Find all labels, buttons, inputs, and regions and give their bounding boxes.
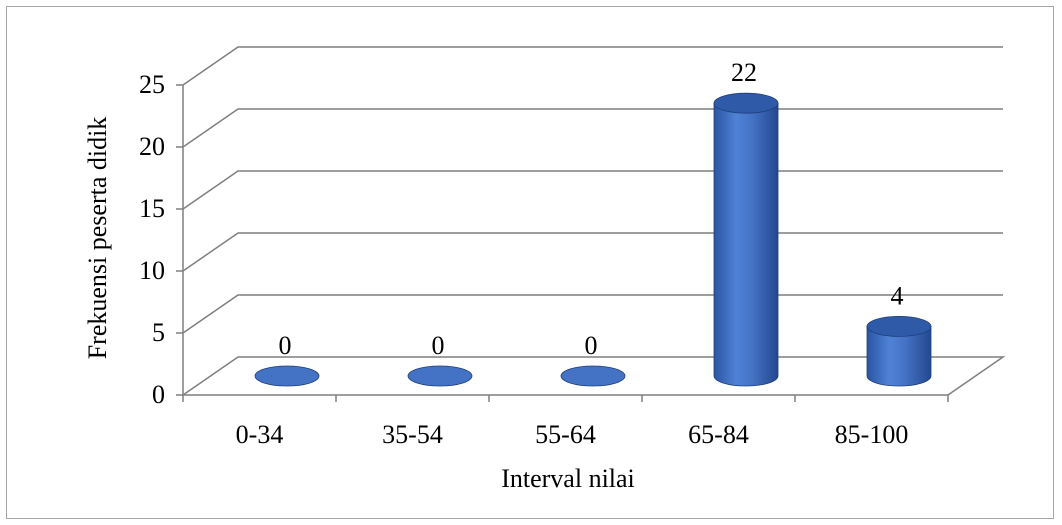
floor-outline [182, 356, 1006, 396]
y-tick-label: 5 [152, 318, 165, 347]
chart-frame [6, 6, 1054, 519]
x-tick-label: 65-84 [688, 420, 749, 449]
bar-top [866, 315, 932, 337]
x-tick-labels: 0-34 35-54 55-64 65-84 85-100 [236, 420, 909, 449]
bar [407, 365, 473, 387]
bar-body [866, 326, 932, 387]
gridline [182, 46, 1003, 86]
gridline [182, 232, 1003, 272]
bar [866, 315, 932, 387]
data-label: 4 [891, 281, 904, 310]
data-label: 0 [432, 331, 445, 360]
data-label: 0 [585, 331, 598, 360]
gridline [182, 108, 1003, 148]
gridlines [182, 46, 1003, 334]
y-tick-label: 10 [139, 256, 165, 285]
data-label: 22 [731, 58, 757, 87]
y-tick-labels: 0 5 10 15 20 25 [139, 70, 165, 409]
y-tick-label: 0 [152, 380, 165, 409]
axes [176, 84, 949, 402]
plot-walls [182, 356, 1006, 396]
y-tick-label: 20 [139, 132, 165, 161]
bar-top [713, 92, 779, 114]
data-labels: 0 0 0 22 4 [279, 58, 904, 360]
x-tick-label: 55-64 [535, 420, 596, 449]
bar-top [560, 365, 626, 387]
bar-body [713, 102, 779, 387]
bar-top [254, 365, 320, 387]
y-axis-title: Frekuensi peserta didik [83, 117, 112, 360]
x-tick-label: 35-54 [382, 420, 443, 449]
y-tick-label: 25 [139, 70, 165, 99]
bar [254, 365, 320, 387]
y-tick-label: 15 [139, 194, 165, 223]
gridline [182, 170, 1003, 210]
data-label: 0 [279, 331, 292, 360]
bar [560, 365, 626, 387]
x-tick-label: 85-100 [835, 420, 909, 449]
bars [254, 92, 932, 387]
x-tick-label: 0-34 [236, 420, 284, 449]
bar [713, 92, 779, 387]
bar-top [407, 365, 473, 387]
x-axis-title: Interval nilai [501, 464, 635, 493]
